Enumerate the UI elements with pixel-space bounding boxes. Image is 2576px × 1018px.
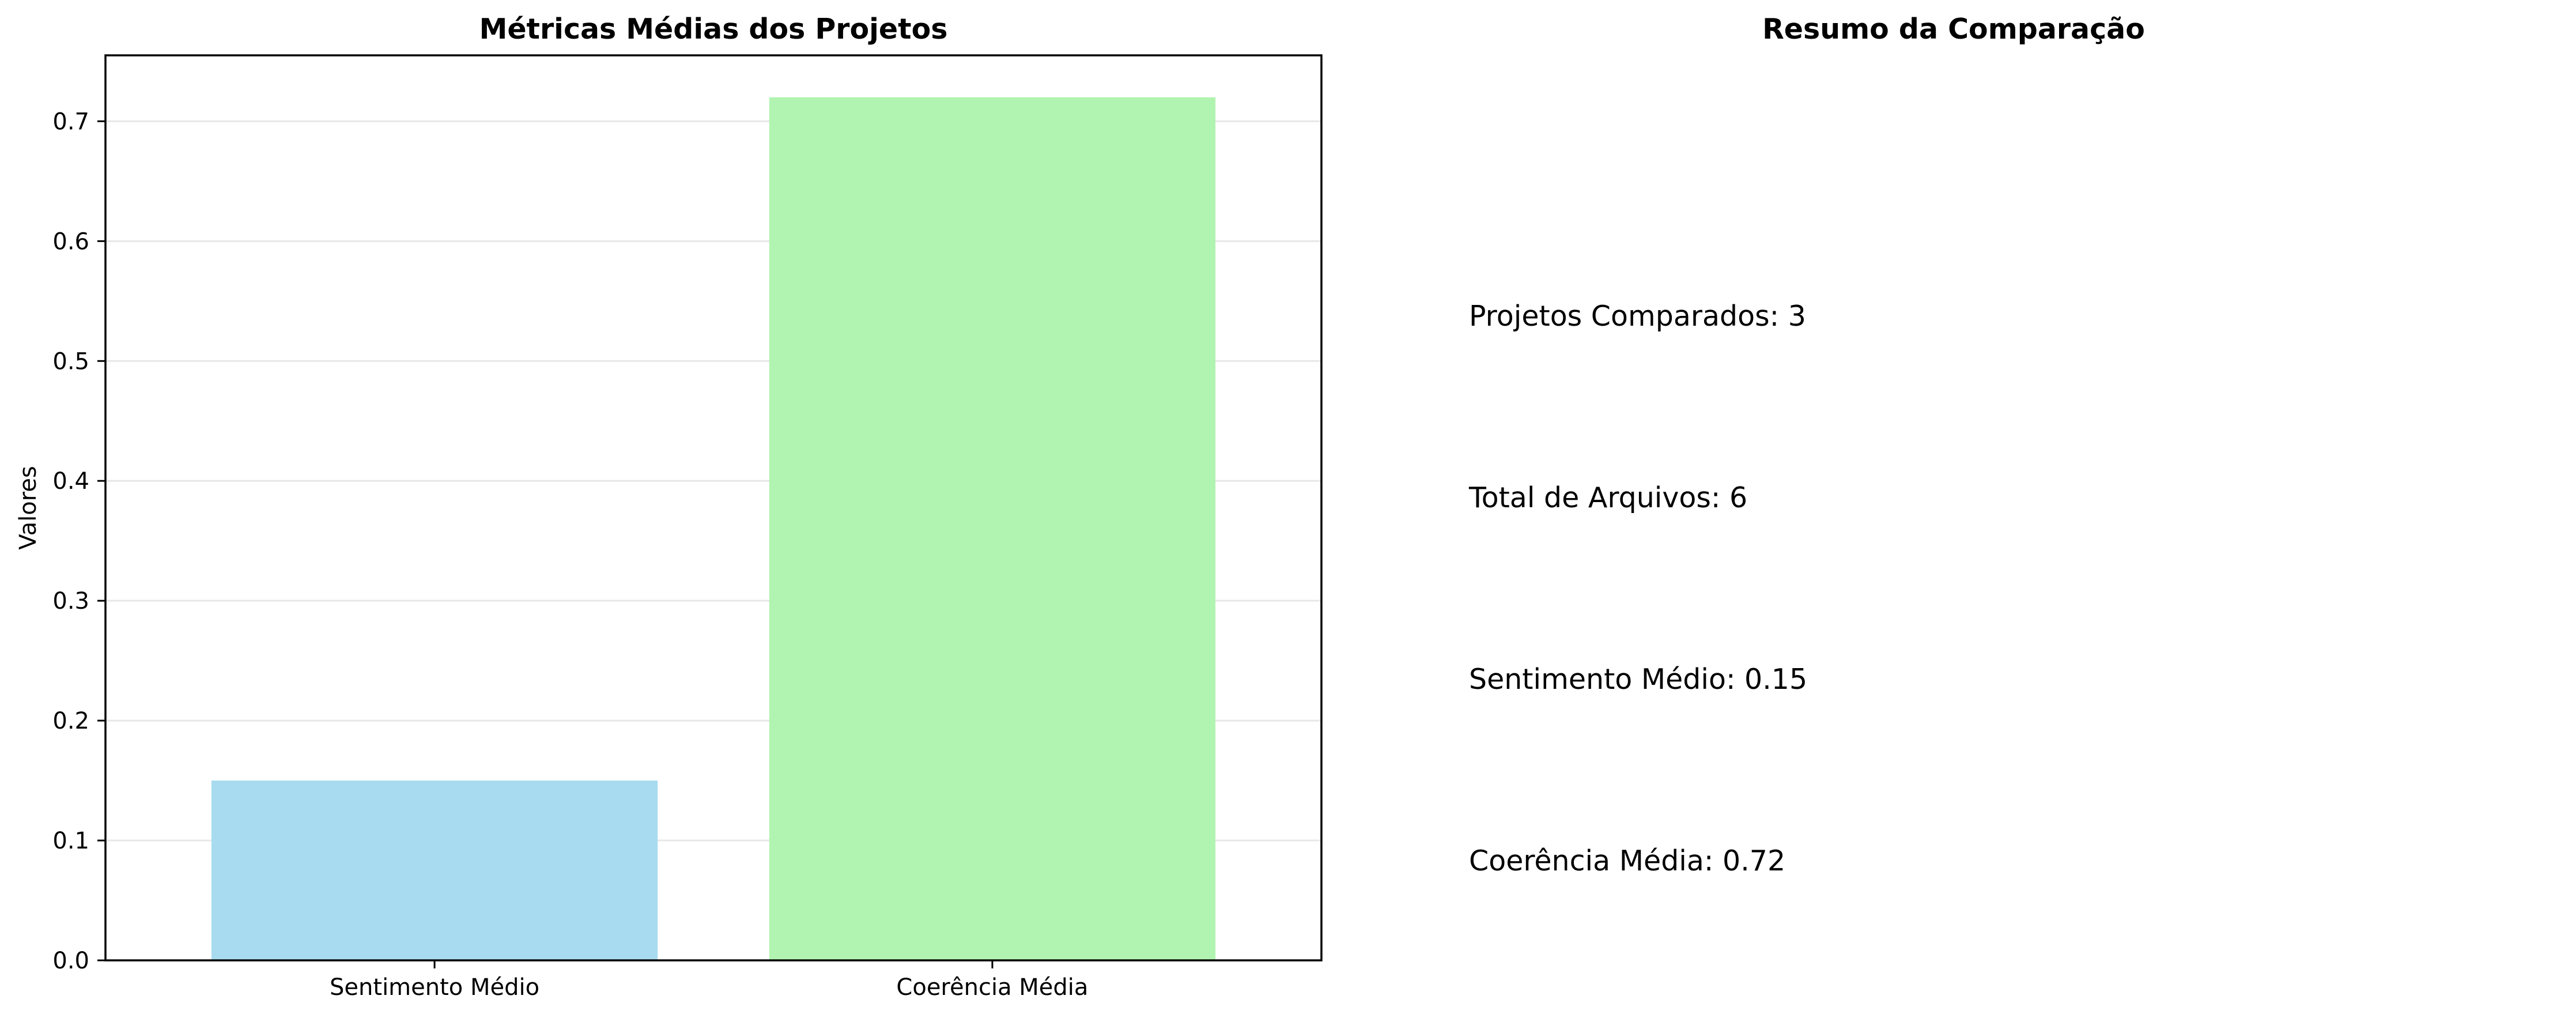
summary-average-sentiment: Sentimento Médio: 0.15 — [1469, 663, 1807, 696]
y-axis-ticks: 0.0 0.1 0.2 0.3 0.4 0.5 0.6 0.7 — [52, 108, 105, 974]
bar-coerencia-media — [769, 97, 1216, 960]
plot-frame — [104, 54, 1323, 962]
y-tick-label: 0.6 — [52, 228, 89, 255]
summary-average-coherence: Coerência Média: 0.72 — [1469, 844, 1785, 877]
y-tick-label: 0.3 — [52, 588, 89, 614]
chart-title: Métricas Médias dos Projetos — [479, 13, 948, 46]
y-tick-label: 0.0 — [52, 948, 89, 974]
bars — [211, 97, 1216, 960]
x-axis-ticks: Sentimento Médio Coerência Média — [330, 960, 1088, 1001]
x-tick-label: Sentimento Médio — [330, 974, 539, 1001]
gridlines — [105, 120, 1321, 842]
y-tick-label: 0.1 — [52, 828, 89, 854]
y-tick-label: 0.5 — [52, 348, 89, 375]
summary-panel: Resumo da Comparação Projetos Comparados… — [1468, 13, 2145, 877]
bar-sentimento-medio — [211, 781, 658, 960]
summary-total-files: Total de Arquivos: 6 — [1468, 481, 1747, 514]
y-axis-label: Valores — [15, 466, 41, 549]
y-tick-label: 0.4 — [52, 468, 89, 495]
y-tick-label: 0.7 — [52, 108, 89, 135]
y-tick-label: 0.2 — [52, 708, 89, 734]
bar-chart: Métricas Médias dos Projetos 0.00.10.20.… — [15, 13, 1323, 1001]
summary-title: Resumo da Comparação — [1762, 13, 2145, 46]
x-tick-label: Coerência Média — [896, 974, 1088, 1001]
summary-projects-compared: Projetos Comparados: 3 — [1469, 300, 1806, 333]
